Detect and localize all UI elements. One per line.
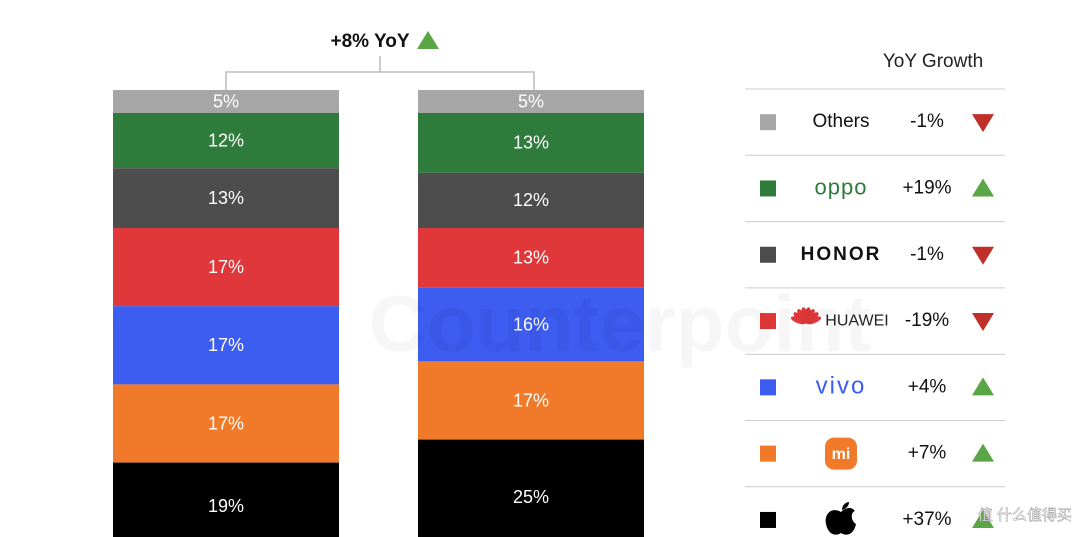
bar-segment [113, 228, 339, 307]
legend-swatch [760, 313, 776, 330]
huawei-logo [790, 307, 822, 325]
growth-label: -1% [910, 244, 944, 265]
bar-segment [418, 172, 644, 228]
yoy-annotation: +8% YoY [330, 31, 409, 52]
data-label: 19% [208, 496, 244, 516]
legend-swatch [760, 445, 776, 462]
data-label: 17% [513, 390, 549, 410]
data-label: 13% [513, 133, 549, 153]
growth-arrow [972, 178, 994, 197]
data-label: 25% [513, 487, 549, 507]
data-label: 13% [208, 188, 244, 208]
data-label: 17% [208, 335, 244, 355]
data-label: 12% [208, 130, 244, 150]
bar-segment [418, 361, 644, 440]
legend-name: oppo [815, 174, 868, 199]
bar-segment [418, 113, 644, 173]
growth-arrow [972, 377, 994, 396]
legend-name: Others [812, 111, 869, 132]
growth-arrow [972, 313, 994, 332]
growth-arrow [972, 443, 994, 462]
bar-segment [113, 113, 339, 169]
bar-segment [113, 462, 339, 537]
mi-logo-box [825, 437, 857, 470]
legend-name: HUAWEI [825, 312, 888, 329]
legend-swatch [760, 114, 776, 131]
logo-petal [805, 316, 822, 325]
legend-swatch [760, 246, 776, 263]
bar-segment [418, 439, 644, 537]
data-label: 5% [213, 91, 239, 111]
growth-label: +19% [902, 177, 951, 198]
bar-segment [418, 228, 644, 288]
yoy-up-icon [417, 31, 439, 49]
data-label: 5% [518, 91, 544, 111]
growth-arrow [972, 246, 994, 265]
data-label: 17% [208, 257, 244, 277]
growth-label: -1% [910, 111, 944, 132]
data-label: 13% [513, 248, 549, 268]
legend-name: mi [832, 446, 851, 463]
growth-label: +4% [908, 376, 947, 397]
bar-segment [113, 168, 339, 228]
legend-swatch [760, 180, 776, 197]
legend-name: HONOR [801, 244, 882, 265]
bars: 5% 12% 13% 17% 17% 17% 19% 5% 13% 12% 13% 16% 17% 25% [113, 90, 644, 537]
bracket [225, 56, 535, 90]
legend-title: YoY Growth [883, 51, 983, 72]
growth-label: +37% [902, 509, 951, 530]
apple-logo [825, 501, 856, 535]
growth-arrow [972, 114, 994, 133]
bar-segment [113, 306, 339, 385]
bar-segment [418, 287, 644, 362]
legend-swatch [760, 379, 776, 396]
watermark: Counterpoint [369, 279, 871, 368]
data-label: 17% [208, 413, 244, 433]
corner-watermark: 值 什么值得买 [978, 507, 1072, 524]
data-label: 12% [513, 190, 549, 210]
data-label: 16% [513, 314, 549, 334]
bar-segment [113, 90, 339, 113]
bar-segment [113, 384, 339, 463]
growth-label: +7% [908, 443, 947, 464]
growth-label: -19% [905, 310, 949, 331]
growth-arrow [972, 509, 994, 528]
legend-name: vivo [816, 373, 867, 400]
bar-segment [418, 90, 644, 113]
legend: Others -1% oppo +19% HONOR -1% HUAWEI -19% vivo +… [745, 88, 1005, 535]
legend-swatch [760, 511, 776, 528]
